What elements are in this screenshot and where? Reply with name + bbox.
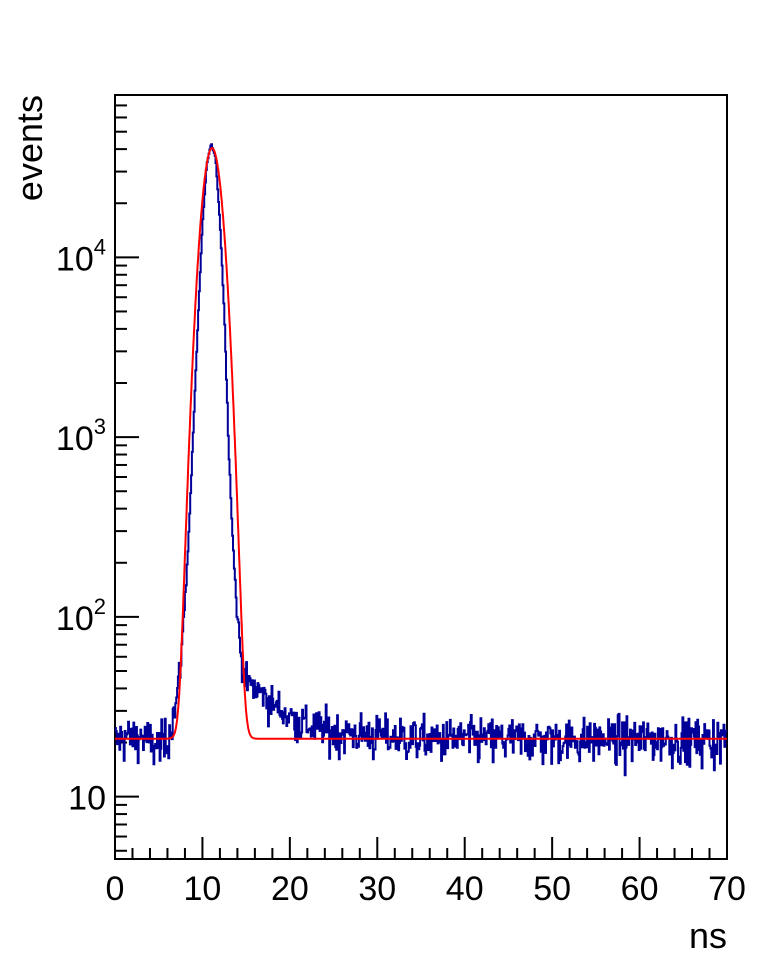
y-tick-label: 103	[56, 414, 106, 458]
x-tick-label: 40	[446, 870, 484, 908]
x-tick-label: 10	[184, 870, 222, 908]
x-tick-label: 30	[358, 870, 396, 908]
fit-curve	[115, 147, 727, 740]
x-tick-label: 0	[106, 870, 125, 908]
y-axis-title: events	[9, 95, 50, 201]
data-histogram	[114, 143, 728, 777]
x-tick-label: 60	[621, 870, 659, 908]
x-tick-label: 50	[533, 870, 571, 908]
y-tick-label: 104	[56, 234, 106, 278]
y-tick-label: 102	[56, 594, 106, 638]
tick-labels: 0 10 20 30 40 50 60 70 10 102 103 104	[56, 234, 746, 908]
x-axis-title: ns	[689, 915, 727, 956]
x-tick-label: 70	[708, 870, 746, 908]
y-tick-label: 10	[68, 780, 106, 818]
x-tick-label: 20	[271, 870, 309, 908]
axis-ticks	[114, 94, 728, 859]
